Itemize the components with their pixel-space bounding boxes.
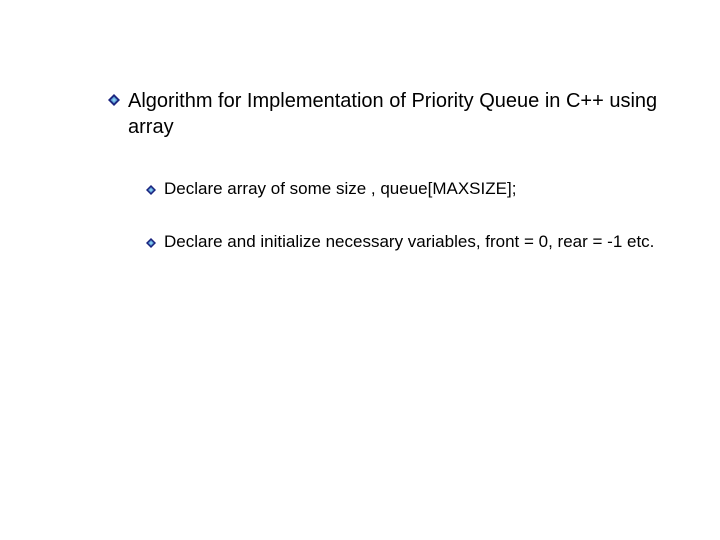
sub-bullet-item: Declare array of some size , queue[MAXSI… [146, 178, 660, 201]
sub-bullet-text: Declare and initialize necessary variabl… [164, 231, 654, 254]
main-bullet-item: Algorithm for Implementation of Priority… [108, 88, 660, 140]
sub-bullet-item: Declare and initialize necessary variabl… [146, 231, 660, 254]
main-bullet-text: Algorithm for Implementation of Priority… [128, 88, 660, 140]
diamond-bullet-icon [108, 93, 120, 111]
diamond-bullet-icon [146, 235, 156, 253]
slide-content: Algorithm for Implementation of Priority… [0, 0, 720, 254]
sub-bullet-text: Declare array of some size , queue[MAXSI… [164, 178, 516, 201]
diamond-bullet-icon [146, 182, 156, 200]
